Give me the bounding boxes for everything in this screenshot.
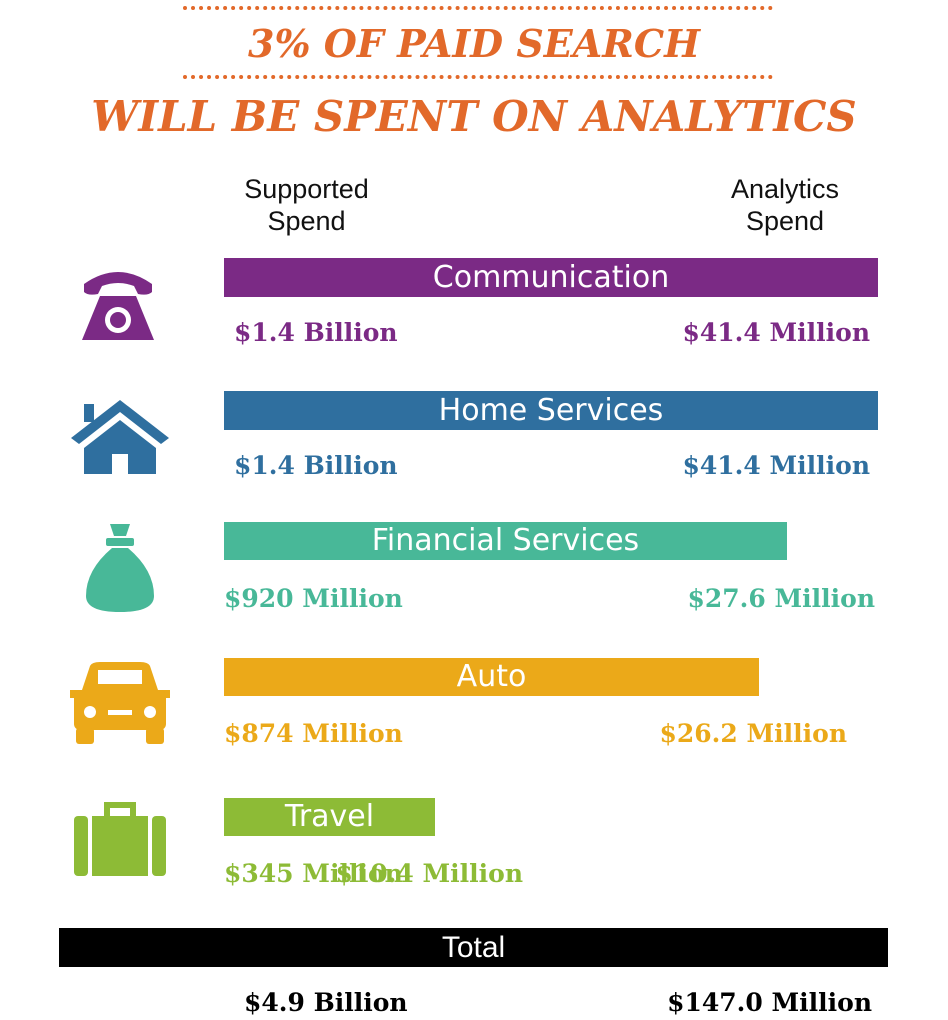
telephone-icon [82, 272, 154, 340]
car-icon [70, 662, 170, 744]
category-bar-financial-services: Financial Services [224, 522, 787, 560]
supported-spend-heading: Supported Spend [244, 174, 369, 236]
supported-value-travel: $345 Million [224, 859, 403, 888]
analytics-value-communication: $41.4 Million [682, 318, 871, 347]
total-supported-value: $4.9 Billion [244, 988, 408, 1017]
suitcase-icon [74, 802, 166, 876]
analytics-value-travel: $10.4 Million [335, 859, 524, 888]
supported-value-financial-services: $920 Million [224, 584, 403, 613]
house-icon [71, 400, 169, 474]
title-line-1: 3% OF PAID SEARCH [248, 21, 700, 66]
category-bar-home-services: Home Services [224, 391, 878, 430]
analytics-value-financial-services: $27.6 Million [687, 584, 876, 613]
total-analytics-value: $147.0 Million [667, 988, 872, 1017]
analytics-spend-heading: Analytics Spend [730, 174, 840, 236]
top-dotted-divider [183, 6, 773, 10]
category-bar-auto: Auto [224, 658, 759, 696]
money-bag-icon [86, 524, 154, 612]
category-bar-travel: Travel [224, 798, 435, 836]
title-line-2: WILL BE SPENT ON ANALYTICS [91, 92, 857, 141]
category-bar-communication: Communication [224, 258, 878, 297]
supported-value-auto: $874 Million [224, 719, 403, 748]
middle-dotted-divider [183, 75, 773, 79]
analytics-value-home-services: $41.4 Million [682, 451, 871, 480]
analytics-value-auto: $26.2 Million [659, 719, 848, 748]
supported-value-home-services: $1.4 Billion [234, 451, 398, 480]
total-bar: Total [59, 928, 888, 967]
supported-value-communication: $1.4 Billion [234, 318, 398, 347]
